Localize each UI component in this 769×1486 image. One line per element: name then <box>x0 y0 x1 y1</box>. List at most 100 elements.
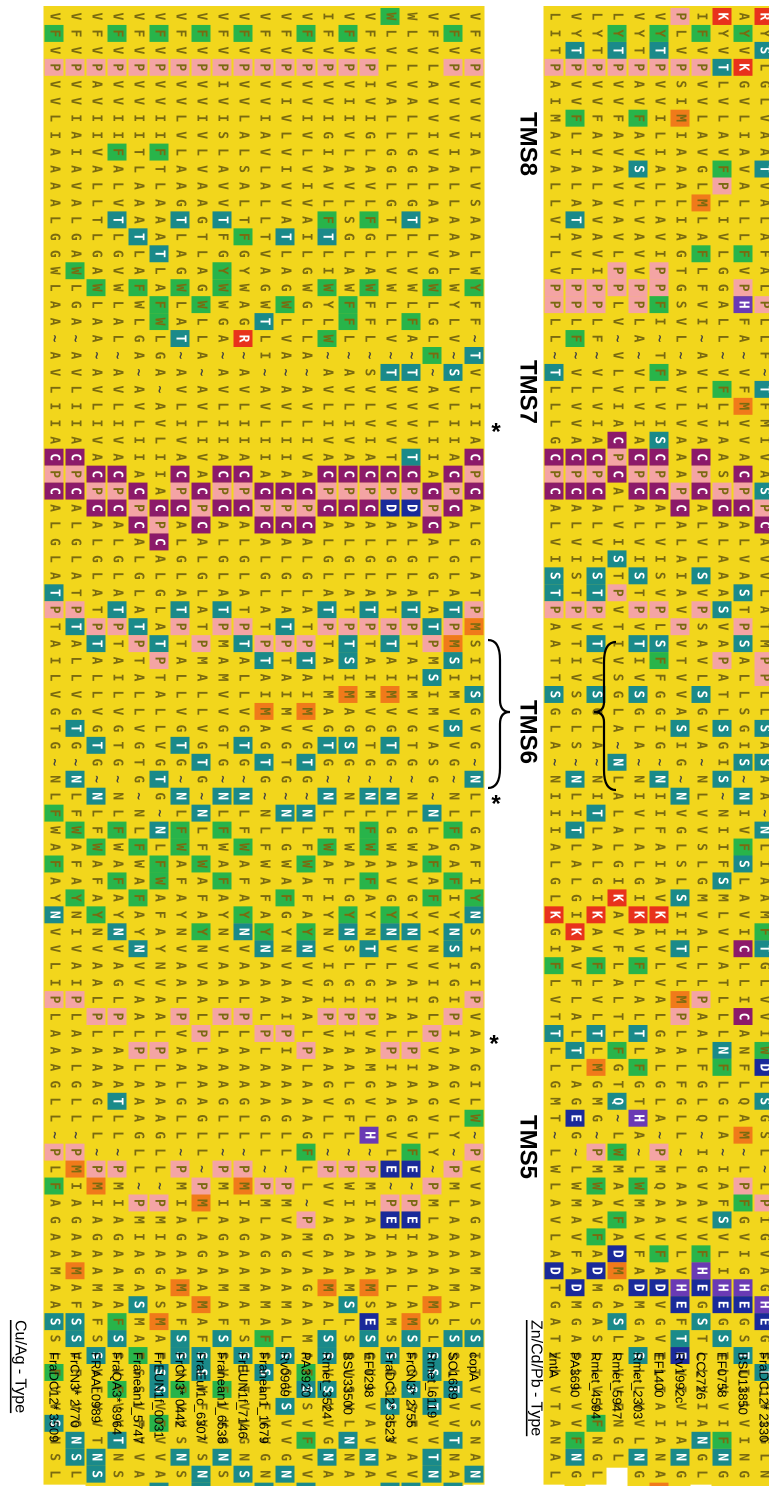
residue-letter: S <box>568 691 583 699</box>
residue-highlight <box>254 1177 274 1195</box>
residue-letter: A <box>299 470 314 478</box>
residue-highlight <box>170 1008 190 1025</box>
residue-letter: K <box>652 911 667 919</box>
residue-letter: F <box>68 1369 83 1377</box>
residue-highlight <box>317 482 337 500</box>
residue-letter: I <box>320 148 335 156</box>
residue-letter: A <box>673 148 688 156</box>
residue-letter: L <box>446 1199 461 1207</box>
residue-letter: L <box>757 97 769 105</box>
residue-letter: I <box>320 13 335 21</box>
residue-letter: L <box>715 1013 730 1021</box>
residue-letter: N <box>320 792 335 800</box>
residue-letter: M <box>89 1182 104 1190</box>
residue-highlight <box>317 1279 337 1297</box>
residue-letter: C <box>736 1013 751 1021</box>
residue-letter: A <box>152 402 167 410</box>
residue-letter: S <box>736 640 751 648</box>
sequence-column: VFVPVVIVLVIVAILGWGLLA~AVLIVACPCALGLATPTA… <box>295 6 317 1486</box>
residue-letter: V <box>589 538 604 546</box>
residue-letter: N <box>110 792 125 800</box>
residue-highlight <box>296 753 316 771</box>
residue-letter: A <box>547 1250 562 1258</box>
residue-letter: W <box>383 284 398 292</box>
residue-letter: Y <box>236 911 251 919</box>
residue-letter: L <box>194 1148 209 1156</box>
residue-letter: W <box>631 1182 646 1190</box>
residue-letter: M <box>68 1165 83 1173</box>
residue-highlight <box>233 618 253 636</box>
residue-letter: ~ <box>278 1165 293 1173</box>
residue-letter: V <box>194 1419 209 1427</box>
residue-letter: L <box>152 267 167 275</box>
residue-letter: T <box>467 352 482 360</box>
residue-letter: L <box>299 1182 314 1190</box>
residue-letter: V <box>757 1250 769 1258</box>
residue-letter: L <box>362 1114 377 1122</box>
residue-letter: N <box>362 928 377 936</box>
residue-letter: S <box>736 860 751 868</box>
residue-letter: G <box>404 758 419 766</box>
residue-letter: V <box>278 1436 293 1444</box>
residue-letter: L <box>131 419 146 427</box>
residue-highlight <box>65 1313 85 1331</box>
residue-letter: A <box>467 216 482 224</box>
residue-letter: ~ <box>757 1165 769 1173</box>
residue-letter: L <box>47 1013 62 1021</box>
residue-letter: V <box>467 114 482 122</box>
residue-letter: A <box>173 453 188 461</box>
residue-letter: P <box>589 1148 604 1156</box>
residue-letter: P <box>547 284 562 292</box>
residue-letter: V <box>89 945 104 953</box>
residue-letter: L <box>341 1131 356 1139</box>
residue-letter: ~ <box>215 1148 230 1156</box>
residue-letter: V <box>236 945 251 953</box>
residue-letter: A <box>68 131 83 139</box>
residue-letter: G <box>320 131 335 139</box>
residue-letter: F <box>757 928 769 936</box>
sequence-column: VFVPVVVIALVSAALWYFF~TVLIIACPCALGLATPMSII… <box>463 6 485 1485</box>
residue-letter: S <box>694 843 709 851</box>
residue-highlight <box>296 1380 316 1398</box>
residue-letter: M <box>152 1318 167 1326</box>
residue-letter: T <box>320 233 335 241</box>
residue-letter: P <box>736 623 751 631</box>
residue-letter: L <box>173 1114 188 1122</box>
residue-letter: ~ <box>446 1148 461 1156</box>
residue-letter: D <box>568 1284 583 1292</box>
residue-letter: S <box>173 1335 188 1343</box>
residue-letter: L <box>257 419 272 427</box>
residue-highlight <box>170 736 190 754</box>
residue-letter: L <box>215 1131 230 1139</box>
residue-letter: N <box>383 792 398 800</box>
residue-letter: P <box>383 623 398 631</box>
residue-letter: P <box>425 640 440 648</box>
protein-name: FraDC12* 3509 <box>47 1352 62 1442</box>
residue-letter: L <box>715 996 730 1004</box>
residue-letter: A <box>404 1453 419 1461</box>
residue-letter: L <box>320 572 335 580</box>
residue-letter: P <box>362 487 377 495</box>
residue-letter: V <box>257 46 272 54</box>
residue-letter: F <box>362 216 377 224</box>
residue-letter: M <box>589 1097 604 1105</box>
residue-letter: A <box>194 1284 209 1292</box>
residue-letter: A <box>47 182 62 190</box>
residue-letter: A <box>736 1030 751 1038</box>
residue-letter: A <box>68 199 83 207</box>
residue-letter: N <box>257 809 272 817</box>
residue-letter: M <box>257 708 272 716</box>
residue-letter: A <box>152 928 167 936</box>
residue-letter: T <box>89 741 104 749</box>
residue-letter: A <box>152 487 167 495</box>
residue-letter: G <box>404 894 419 902</box>
residue-letter: V <box>631 369 646 377</box>
residue-letter: ~ <box>631 1148 646 1156</box>
residue-letter: L <box>131 250 146 258</box>
residue-letter: L <box>673 1131 688 1139</box>
residue-letter: A <box>299 385 314 393</box>
residue-letter: I <box>362 674 377 682</box>
residue-letter: G <box>89 555 104 563</box>
residue-letter: A <box>152 1080 167 1088</box>
residue-letter: A <box>173 1216 188 1224</box>
